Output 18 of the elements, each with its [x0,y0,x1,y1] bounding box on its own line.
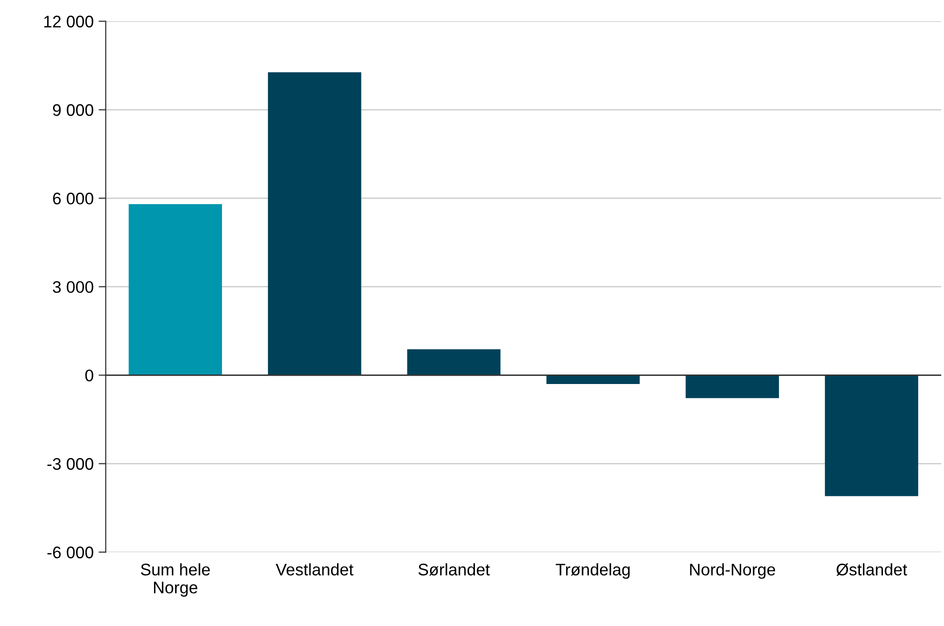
x-tick-label: Trøndelag [556,563,630,579]
bar [268,72,362,376]
x-tick-label: Vestlandet [276,563,354,576]
y-tick-label: 0 [85,370,94,382]
x-tick-label: Østlandet [836,563,908,576]
y-tick-label: 6 000 [53,192,94,204]
bar [128,204,222,376]
x-tick-label: Sum hele Norge [140,563,210,597]
y-tick-label: -3 000 [47,458,94,470]
y-tick-label: -6 000 [47,546,94,558]
bar [686,375,779,398]
x-tick-label: Sørlandet [418,563,490,576]
y-tick-label: 12 000 [44,16,94,28]
bar [407,349,500,376]
y-tick-label: 9 000 [53,104,94,116]
y-tick-label: 3 000 [52,281,94,293]
bar [824,375,918,496]
x-tick-label: Nord-Norge [690,563,776,579]
